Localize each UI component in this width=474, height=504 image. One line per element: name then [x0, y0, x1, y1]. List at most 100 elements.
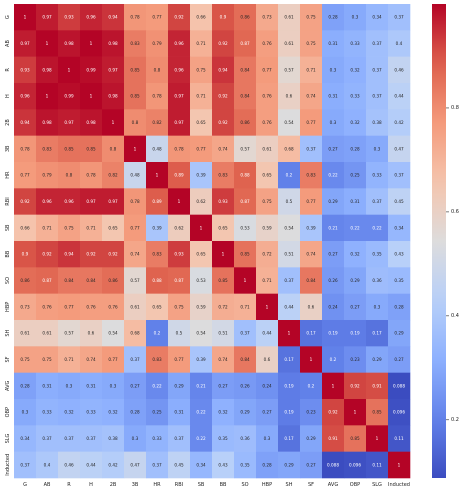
- heatmap-cell-SLG-SB: [190, 425, 213, 452]
- cell-value-label: 0.86: [20, 278, 30, 283]
- cell-value-label: 0.33: [42, 410, 52, 415]
- cell-value-label: 0.79: [152, 41, 162, 46]
- cell-value-label: 0.92: [218, 41, 228, 46]
- heatmap-cell-SO-HBP: [256, 267, 279, 294]
- heatmap-cell-OBP-SH: [278, 399, 301, 426]
- heatmap-cell-OBP-2B: [102, 399, 125, 426]
- heatmap-cell-SB-BB: [212, 214, 235, 242]
- cell-value-label: 0.71: [196, 94, 206, 99]
- x-tick-3B: 3B: [132, 482, 139, 488]
- heatmap-cell-H-SF: [300, 83, 323, 110]
- heatmap-cell-SLG-G: [14, 425, 37, 452]
- cell-value-label: 0.33: [350, 94, 360, 99]
- heatmap-cell-SF-HBP: [256, 346, 279, 373]
- cell-value-label: 0.31: [328, 41, 338, 46]
- cell-value-label: 0.29: [174, 383, 184, 388]
- cell-value-label: 0.86: [240, 15, 250, 20]
- heatmap-cell-G-SLG: [366, 4, 389, 31]
- y-tick-BB: BB: [5, 250, 11, 257]
- cell-value-label: 0.2: [330, 357, 337, 362]
- heatmap-cell-SO-OBP: [344, 267, 367, 294]
- cell-value-label: 0.87: [240, 199, 250, 204]
- cell-value-label: 0.78: [174, 146, 184, 151]
- cell-value-label: 0.29: [284, 462, 294, 467]
- heatmap-cell-AVG-HR: [146, 372, 169, 400]
- heatmap-cell-3B-SB: [190, 135, 213, 163]
- cell-value-label: 0.83: [130, 41, 140, 46]
- heatmap-cell-RBI-SF: [300, 188, 323, 215]
- heatmap-cell-HR-G: [14, 162, 37, 189]
- cell-value-label: 0.37: [86, 436, 96, 441]
- cell-value-label: 0.96: [174, 67, 184, 72]
- heatmap-cell-Inducted-R: [58, 451, 81, 479]
- heatmap-cell-HBP-SB: [190, 293, 213, 321]
- heatmap-cell-AB-RBI: [168, 30, 191, 57]
- cell-value-label: 0.47: [394, 146, 404, 151]
- heatmap-cell-SO-R: [58, 267, 81, 294]
- heatmap-cell-G-SB: [190, 4, 213, 31]
- cell-value-label: 0.37: [42, 436, 52, 441]
- heatmap-cell-OBP-HBP: [256, 399, 279, 426]
- x-tick-SH: SH: [286, 482, 293, 488]
- cell-value-label: 0.74: [86, 357, 96, 362]
- cell-value-label: 0.4: [44, 462, 51, 467]
- x-tick-R: R: [67, 482, 71, 488]
- heatmap-cell-SF-RBI: [168, 346, 191, 373]
- cell-value-label: 0.92: [350, 383, 360, 388]
- cell-value-label: 0.92: [218, 120, 228, 125]
- heatmap-cell-AB-SF: [300, 30, 323, 57]
- heatmap-cell-Inducted-BB: [212, 451, 235, 479]
- cell-value-label: 0.92: [108, 252, 118, 257]
- heatmap-cell-BB-R: [58, 241, 81, 268]
- cell-value-label: 0.74: [306, 94, 316, 99]
- heatmap-cell-SO-SH: [278, 267, 301, 294]
- heatmap-cell-3B-HBP: [256, 135, 279, 163]
- y-tick-2B: 2B: [5, 119, 11, 126]
- cell-value-label: 0.82: [108, 173, 118, 178]
- cell-value-label: 0.75: [262, 199, 272, 204]
- heatmap-cell-Inducted-SH: [278, 451, 301, 479]
- heatmap-cell-HR-AB: [36, 162, 59, 189]
- heatmap-cell-HBP-AB: [36, 293, 59, 321]
- heatmap-cell-HR-HR: [146, 162, 169, 189]
- heatmap-cell-HR-RBI: [168, 162, 191, 189]
- cell-value-label: 0.46: [394, 67, 404, 72]
- heatmap-cell-HBP-2B: [102, 293, 125, 321]
- heatmap-cell-3B-H: [80, 135, 103, 163]
- heatmap-cell-RBI-Inducted: [388, 188, 411, 215]
- cell-value-label: 0.77: [64, 304, 74, 309]
- heatmap-cell-H-SB: [190, 83, 213, 110]
- cell-value-label: 0.32: [350, 67, 360, 72]
- cell-value-label: 0.2: [154, 331, 161, 336]
- cell-value-label: 0.3: [330, 67, 337, 72]
- cell-value-label: 0.76: [262, 41, 272, 46]
- cell-value-label: 0.34: [20, 436, 30, 441]
- cell-value-label: 0.94: [218, 67, 228, 72]
- cell-value-label: 0.87: [42, 278, 52, 283]
- heatmap-cell-H-OBP: [344, 83, 367, 110]
- heatmap-cell-AVG-Inducted: [388, 372, 411, 400]
- heatmap-cell-HR-AVG: [322, 162, 345, 189]
- cell-value-label: 0.29: [240, 410, 250, 415]
- heatmap-cell-BB-SF: [300, 241, 323, 268]
- cell-value-label: 0.53: [196, 278, 206, 283]
- heatmap-cell-SO-2B: [102, 267, 125, 294]
- cell-value-label: 0.37: [394, 173, 404, 178]
- heatmap-cell-2B-SO: [234, 109, 257, 136]
- cell-value-label: 0.88: [240, 173, 250, 178]
- cell-value-label: 0.65: [218, 225, 228, 230]
- cell-value-label: 0.27: [306, 462, 316, 467]
- cell-value-label: 0.3: [352, 15, 359, 20]
- cell-value-label: 0.22: [196, 436, 206, 441]
- cell-value-label: 0.6: [264, 357, 271, 362]
- heatmap-cell-HR-2B: [102, 162, 125, 189]
- heatmap-cell-HR-Inducted: [388, 162, 411, 189]
- cell-value-label: 0.77: [196, 146, 206, 151]
- heatmap-cell-AB-SLG: [366, 30, 389, 57]
- cell-value-label: 0.96: [86, 15, 96, 20]
- heatmap-cell-OBP-OBP: [344, 399, 367, 426]
- cell-value-label: 0.78: [86, 173, 96, 178]
- cell-value-label: 0.26: [328, 278, 338, 283]
- heatmap-cell-2B-OBP: [344, 109, 367, 136]
- cell-value-label: 0.84: [240, 67, 250, 72]
